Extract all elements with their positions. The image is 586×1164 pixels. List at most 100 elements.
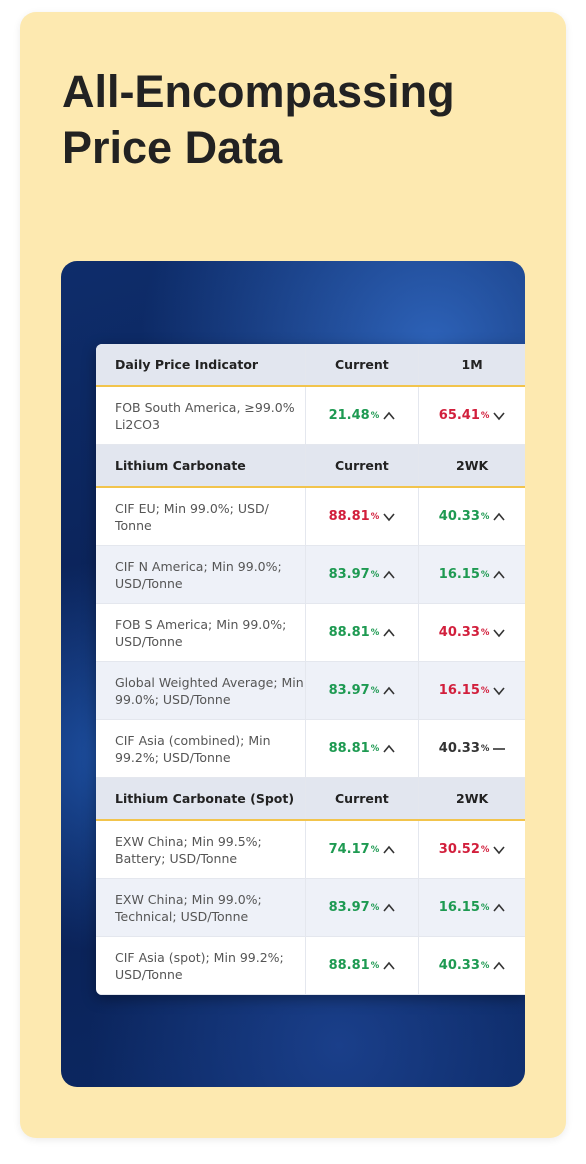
unit: % bbox=[480, 844, 490, 855]
unit: % bbox=[480, 569, 490, 580]
title: All-Encompassing Price Data bbox=[62, 64, 455, 176]
label-cell: EXW China; Min 99.5%; Battery; USD/Tonne bbox=[96, 821, 306, 878]
value: 83.97 bbox=[328, 567, 370, 582]
section-header: Lithium Carbonate Current 2WK bbox=[96, 445, 525, 488]
trend-icon bbox=[493, 845, 506, 854]
section-header: Daily Price Indicator Current 1M bbox=[96, 344, 525, 387]
row-label: CIF Asia (spot); Min 99.2%; USD/Tonne bbox=[115, 949, 284, 982]
table-row: Global Weighted Average; Min 99.0%; USD/… bbox=[96, 662, 525, 720]
label-cell: CIF EU; Min 99.0%; USD/ Tonne bbox=[96, 488, 306, 545]
trend-icon bbox=[383, 628, 395, 637]
trend-icon bbox=[493, 961, 506, 970]
label-cell: FOB South America, ≥99.0% Li2CO3 bbox=[96, 387, 306, 444]
value: 88.81 bbox=[328, 625, 370, 640]
header-cell: Daily Price Indicator bbox=[96, 344, 306, 385]
row-label: FOB S America; Min 99.0%; USD/Tonne bbox=[115, 616, 287, 649]
value: 40.33 bbox=[438, 509, 480, 524]
unit: % bbox=[480, 743, 490, 754]
table-row: FOB South America, ≥99.0% Li2CO3 21.48% 65… bbox=[96, 387, 525, 445]
value-cell: 83.97% bbox=[306, 879, 420, 936]
table-row: EXW China; Min 99.5%; Battery; USD/Tonne… bbox=[96, 821, 525, 879]
value-cell: 30.52% bbox=[419, 821, 525, 878]
trend-icon bbox=[493, 686, 506, 695]
trend-icon bbox=[383, 744, 395, 753]
value: 16.15 bbox=[438, 567, 480, 582]
value-cell: 16.15% bbox=[419, 546, 525, 603]
trend-icon bbox=[493, 747, 506, 750]
trend-icon bbox=[493, 512, 506, 521]
table-row: EXW China; Min 99.0%; Technical; USD/Ton… bbox=[96, 879, 525, 937]
table-row: CIF N America; Min 99.0%; USD/Tonne 83.97… bbox=[96, 546, 525, 604]
value-cell: 65.41% bbox=[419, 387, 525, 444]
unit: % bbox=[480, 960, 490, 971]
label-cell: FOB S America; Min 99.0%; USD/Tonne bbox=[96, 604, 306, 661]
unit: % bbox=[370, 902, 380, 913]
label-cell: CIF Asia (combined); Min 99.2%; USD/Tonn… bbox=[96, 720, 306, 777]
title-line: All-Encompassing bbox=[62, 66, 455, 117]
value: 65.41 bbox=[438, 408, 480, 423]
header-cell: 2WK bbox=[456, 791, 489, 806]
table-row: CIF Asia (spot); Min 99.2%; USD/Tonne 88.… bbox=[96, 937, 525, 995]
value-cell: 83.97% bbox=[306, 546, 420, 603]
header-cell: Lithium Carbonate bbox=[96, 445, 306, 486]
value: 83.97 bbox=[328, 683, 370, 698]
unit: % bbox=[370, 569, 380, 580]
row-label: EXW China; Min 99.0%; Technical; USD/Ton… bbox=[115, 891, 262, 924]
value: 88.81 bbox=[328, 741, 370, 756]
trend-icon bbox=[383, 686, 395, 695]
unit: % bbox=[480, 627, 490, 638]
value-cell: 88.81% bbox=[306, 937, 420, 994]
trend-icon bbox=[493, 570, 506, 579]
unit: % bbox=[480, 902, 490, 913]
unit: % bbox=[370, 960, 380, 971]
title-line: Price Data bbox=[62, 122, 283, 173]
unit: % bbox=[370, 743, 380, 754]
trend-icon bbox=[493, 411, 506, 420]
trend-icon bbox=[383, 570, 395, 579]
table-row: CIF EU; Min 99.0%; USD/ Tonne 88.81% 40.33… bbox=[96, 488, 525, 546]
header-cell: Current bbox=[306, 778, 420, 819]
trend-icon bbox=[383, 961, 395, 970]
value-cell: 74.17% bbox=[306, 821, 420, 878]
value-cell: 40.33% bbox=[419, 937, 525, 994]
unit: % bbox=[370, 410, 380, 421]
value-cell: 88.81% bbox=[306, 720, 420, 777]
header-cell: 1M bbox=[461, 357, 483, 372]
header-cell: Lithium Carbonate (Spot) bbox=[96, 778, 306, 819]
value: 88.81 bbox=[328, 958, 370, 973]
table-row: FOB S America; Min 99.0%; USD/Tonne 88.81… bbox=[96, 604, 525, 662]
trend-icon bbox=[383, 512, 395, 521]
row-label: CIF N America; Min 99.0%; USD/Tonne bbox=[115, 558, 282, 591]
table-row: CIF Asia (combined); Min 99.2%; USD/Tonn… bbox=[96, 720, 525, 778]
value-cell: 88.81% bbox=[306, 488, 420, 545]
unit: % bbox=[370, 844, 380, 855]
value: 74.17 bbox=[328, 842, 370, 857]
value-cell: 16.15% bbox=[419, 662, 525, 719]
value-cell: 83.97% bbox=[306, 662, 420, 719]
row-label: FOB South America, ≥99.0% Li2CO3 bbox=[115, 399, 295, 432]
background-panel: Daily Price Indicator Current 1M FOB South … bbox=[61, 261, 525, 1087]
row-label: CIF Asia (combined); Min 99.2%; USD/Tonn… bbox=[115, 732, 271, 765]
label-cell: Global Weighted Average; Min 99.0%; USD/… bbox=[96, 662, 306, 719]
label-cell: CIF N America; Min 99.0%; USD/Tonne bbox=[96, 546, 306, 603]
promo-card: All-Encompassing Price Data Daily Price I… bbox=[20, 12, 566, 1138]
section-header: Lithium Carbonate (Spot) Current 2WK bbox=[96, 778, 525, 821]
value: 88.81 bbox=[328, 509, 370, 524]
price-table: Daily Price Indicator Current 1M FOB South … bbox=[96, 344, 525, 995]
header-cell: Current bbox=[306, 344, 420, 385]
value: 40.33 bbox=[438, 625, 480, 640]
value-cell: 16.15% bbox=[419, 879, 525, 936]
row-label: CIF EU; Min 99.0%; USD/ Tonne bbox=[115, 500, 269, 533]
trend-icon bbox=[493, 903, 506, 912]
value: 40.33 bbox=[438, 958, 480, 973]
value: 21.48 bbox=[328, 408, 370, 423]
value-cell: 21.48% bbox=[306, 387, 420, 444]
value-cell: 40.33% bbox=[419, 488, 525, 545]
value: 30.52 bbox=[438, 842, 480, 857]
value: 16.15 bbox=[438, 900, 480, 915]
trend-icon bbox=[383, 903, 395, 912]
trend-icon bbox=[493, 628, 506, 637]
header-cell: 2WK bbox=[456, 458, 489, 473]
value: 16.15 bbox=[438, 683, 480, 698]
